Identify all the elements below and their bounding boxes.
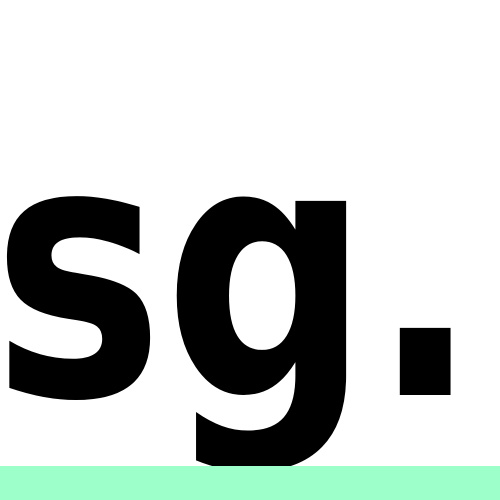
accent-strip [0,466,500,500]
logo-wordmark: sg. [0,65,480,479]
